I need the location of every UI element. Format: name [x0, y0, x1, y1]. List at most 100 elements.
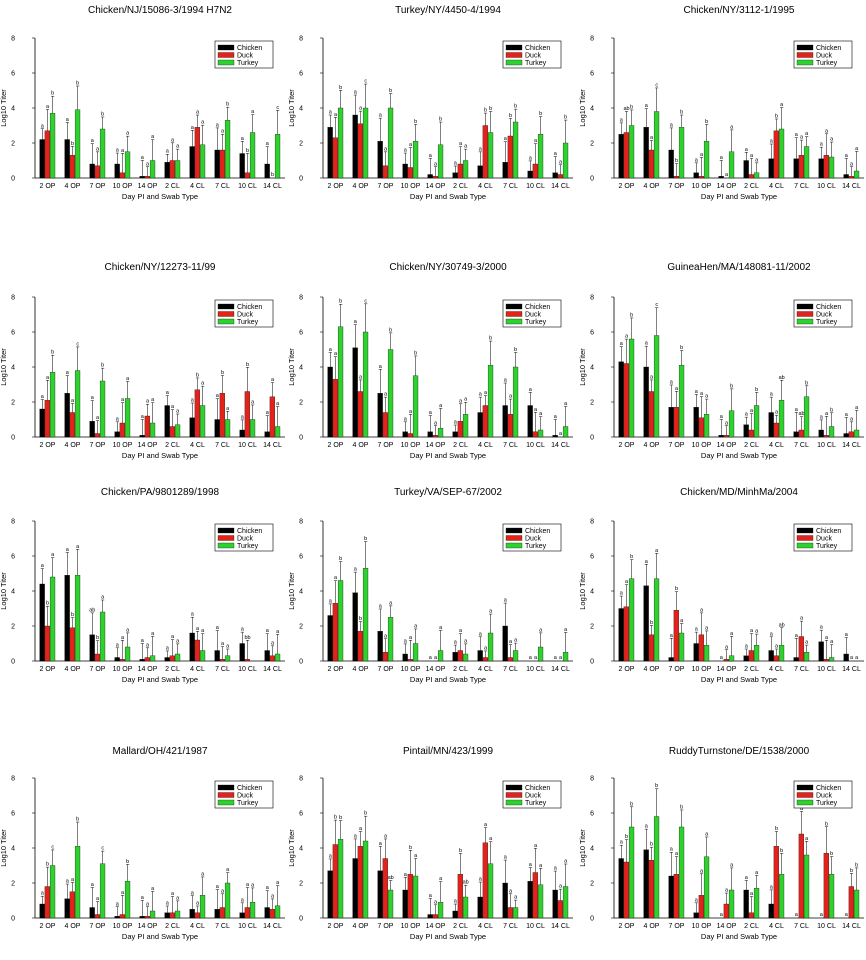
- significance-label: c: [276, 105, 279, 111]
- y-tick-label: 6: [299, 554, 303, 561]
- significance-label: a: [755, 157, 759, 163]
- legend-swatch-chicken: [505, 303, 523, 310]
- y-tick-label: 2: [11, 400, 15, 407]
- significance-label: a: [795, 132, 799, 138]
- significance-label: a: [509, 888, 513, 894]
- bar-duck: [507, 657, 513, 662]
- x-tick-label: 4 CL: [190, 442, 205, 449]
- bar-turkey: [99, 380, 106, 438]
- chart-title: Chicken/NY/3112-1/1995: [684, 5, 795, 16]
- bar-turkey: [149, 910, 156, 919]
- legend-swatch-turkey: [796, 799, 814, 806]
- x-tick-label: 4 CL: [190, 183, 205, 190]
- x-tick-label: 2 CL: [165, 442, 180, 449]
- bar-turkey: [337, 107, 344, 179]
- x-tick-label: 4 CL: [769, 442, 784, 449]
- significance-label: a: [196, 900, 200, 906]
- significance-label: a: [780, 102, 784, 108]
- bar-duck: [432, 176, 438, 179]
- x-tick-label: 7 CL: [794, 923, 809, 930]
- bar-turkey: [753, 172, 760, 179]
- significance-label: a: [730, 862, 734, 868]
- significance-label: a: [46, 104, 50, 110]
- bar-turkey: [512, 650, 519, 662]
- bar-chicken: [768, 903, 774, 919]
- legend-label: Chicken: [237, 304, 262, 311]
- significance-label: a: [51, 552, 55, 558]
- y-tick-label: 2: [299, 881, 303, 888]
- significance-label: b: [680, 110, 683, 116]
- bar-chicken: [114, 916, 120, 919]
- significance-label: a: [121, 890, 125, 896]
- bar-turkey: [362, 331, 369, 438]
- legend-swatch-duck: [796, 52, 814, 58]
- bar-duck: [332, 137, 338, 179]
- y-tick-label: 6: [590, 71, 594, 78]
- bar-duck: [119, 422, 125, 438]
- significance-label: a: [404, 148, 408, 154]
- x-tick-label: 10 CL: [238, 442, 257, 449]
- bar-chicken: [402, 163, 408, 179]
- significance-label: a: [66, 117, 70, 123]
- bar-chicken: [552, 172, 558, 179]
- bar-duck: [357, 123, 363, 179]
- significance-label: a: [645, 341, 649, 347]
- bar-turkey: [174, 653, 181, 662]
- significance-label: a: [329, 347, 333, 353]
- legend-label: Duck: [237, 53, 253, 60]
- bar-turkey: [74, 846, 81, 919]
- significance-label: b: [246, 148, 249, 154]
- significance-label: a: [830, 137, 834, 143]
- x-tick-label: 7 OP: [90, 923, 106, 930]
- bar-chicken: [139, 916, 145, 919]
- significance-label: a: [645, 824, 649, 830]
- x-tick-label: 10 OP: [401, 442, 421, 449]
- x-tick-label: 4 CL: [478, 442, 493, 449]
- significance-label: a: [91, 138, 95, 144]
- bar-turkey: [703, 856, 710, 919]
- significance-label: a: [354, 319, 358, 325]
- significance-label: a: [554, 414, 558, 420]
- significance-label: c: [76, 341, 79, 347]
- bar-chicken: [214, 149, 220, 179]
- significance-label: a: [675, 386, 679, 392]
- x-tick-label: 4 CL: [190, 923, 205, 930]
- bar-duck: [457, 650, 463, 662]
- x-axis-label: Day PI and Swab Type: [701, 932, 777, 941]
- chart-title: RuddyTurnstone/DE/1538/2000: [669, 746, 810, 757]
- significance-label: a: [379, 364, 383, 370]
- significance-label: b: [489, 336, 492, 342]
- bar-chicken: [502, 162, 508, 179]
- x-tick-label: 14 OP: [138, 923, 158, 930]
- significance-label: a: [201, 628, 205, 634]
- x-tick-label: 10 OP: [401, 666, 421, 673]
- legend-swatch-turkey: [505, 318, 523, 325]
- bar-chicken: [502, 882, 508, 919]
- x-tick-label: 10 OP: [692, 923, 712, 930]
- bar-chicken: [743, 889, 749, 919]
- x-tick-label: 7 OP: [90, 442, 106, 449]
- chart-panel-11: Pintail/MN/423/1999 0 2 4 6 8 Log10 Titer 2 OP a…: [287, 746, 573, 941]
- significance-label: a: [216, 625, 220, 631]
- significance-label: b: [780, 848, 783, 854]
- significance-label: a: [409, 409, 413, 415]
- x-tick-label: 10 CL: [238, 666, 257, 673]
- significance-label: b: [825, 821, 828, 827]
- significance-label: ab: [89, 607, 95, 613]
- significance-label: b: [514, 104, 517, 110]
- significance-label: a: [429, 410, 433, 416]
- bar-chicken: [743, 655, 749, 662]
- bar-duck: [144, 176, 150, 179]
- bar-duck: [407, 167, 413, 179]
- legend-swatch-duck: [796, 792, 814, 798]
- bar-turkey: [803, 854, 810, 919]
- bar-chicken: [527, 405, 533, 438]
- bar-duck: [773, 130, 779, 179]
- significance-label: a: [484, 390, 488, 396]
- legend-label: Chicken: [237, 45, 262, 52]
- significance-label: a: [439, 876, 443, 882]
- significance-label: a: [564, 401, 568, 407]
- x-tick-label: 2 CL: [453, 923, 468, 930]
- significance-label: b: [830, 851, 833, 857]
- bar-turkey: [653, 578, 660, 662]
